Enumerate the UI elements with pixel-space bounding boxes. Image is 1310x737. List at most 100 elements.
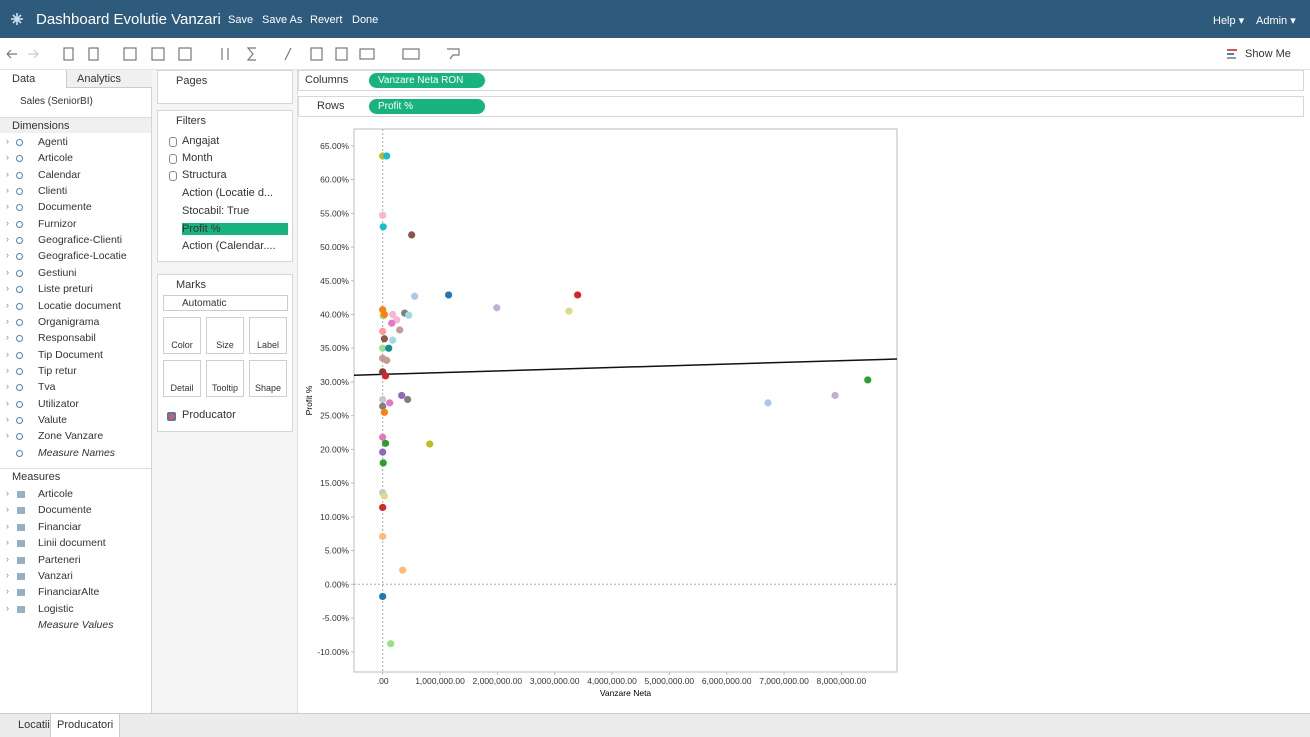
dim-icon bbox=[16, 416, 23, 424]
expand-arrow: › bbox=[6, 553, 9, 564]
filter-pill[interactable]: Angajat bbox=[182, 135, 220, 147]
dimension[interactable]: Agenti bbox=[38, 136, 68, 148]
measure-icon bbox=[17, 556, 25, 564]
point bbox=[405, 311, 413, 319]
measure[interactable]: Vanzari bbox=[38, 570, 73, 582]
point bbox=[386, 399, 394, 407]
dimension[interactable]: Calendar bbox=[38, 168, 81, 181]
header-action[interactable]: Done bbox=[352, 14, 379, 26]
dimension[interactable]: Organigrama bbox=[38, 315, 100, 328]
filters-card: Filters Angajat Month Structura Action (Loca… bbox=[157, 110, 293, 262]
dimension[interactable]: Measure Names bbox=[38, 446, 116, 459]
shelf-pill[interactable]: Profit % bbox=[369, 99, 485, 114]
show-me[interactable]: Show Me bbox=[1245, 48, 1291, 60]
filter-pill[interactable]: Stocabil: True bbox=[182, 205, 250, 217]
expand-arrow: › bbox=[6, 217, 9, 228]
dimension[interactable]: Responsabil bbox=[38, 332, 96, 345]
dim-icon bbox=[16, 204, 23, 212]
measure-icon bbox=[17, 589, 25, 597]
measure-icon bbox=[17, 605, 25, 613]
dimension[interactable]: Valute bbox=[38, 413, 67, 426]
measure[interactable]: FinanciarAlte bbox=[38, 586, 100, 599]
db-icon bbox=[169, 137, 177, 147]
filter-pill[interactable]: Action (Calendar.... bbox=[182, 240, 276, 252]
measure-icon bbox=[17, 523, 25, 531]
data-source[interactable]: Sales (SeniorBI) bbox=[20, 96, 93, 107]
dimension[interactable]: Locatie document bbox=[38, 299, 121, 312]
mark-button[interactable]: Color bbox=[163, 317, 201, 354]
measure[interactable]: Logistic bbox=[38, 602, 74, 615]
measure[interactable]: Financiar bbox=[38, 520, 82, 533]
measure[interactable]: Articole bbox=[38, 488, 74, 500]
expand-arrow: › bbox=[6, 283, 9, 294]
expand-arrow: › bbox=[6, 397, 9, 408]
dimension[interactable]: Articole bbox=[38, 152, 74, 165]
marks-card: Marks Automatic Color Size Label Detail Toolti… bbox=[157, 274, 293, 432]
dim-icon bbox=[16, 171, 23, 179]
columns-shelf: Columns Vanzare Neta RON bbox=[298, 70, 1304, 91]
expand-arrow: › bbox=[6, 185, 9, 196]
tab-analytics[interactable]: Analytics bbox=[66, 70, 152, 88]
mark-button[interactable]: Size bbox=[206, 317, 244, 354]
point bbox=[383, 152, 391, 160]
color-dots bbox=[167, 412, 176, 421]
dimension[interactable]: Geografice-Clienti bbox=[38, 234, 123, 247]
dim-icon bbox=[16, 286, 23, 294]
filter-pill[interactable]: Structura bbox=[182, 169, 227, 181]
x-tick-label: 2,000,000.00 bbox=[473, 676, 523, 686]
y-axis-title: Profit % bbox=[304, 385, 314, 415]
expand-arrow: › bbox=[6, 250, 9, 261]
header-action[interactable]: Save bbox=[228, 14, 254, 26]
point bbox=[383, 356, 391, 364]
filter-pill[interactable]: Month bbox=[182, 152, 213, 164]
dimension[interactable]: Furnizor bbox=[38, 217, 77, 230]
expand-arrow: › bbox=[6, 234, 9, 245]
dim-icon bbox=[16, 433, 23, 441]
filter-pill[interactable]: Action (Locatie d... bbox=[182, 187, 274, 199]
mark-button[interactable]: Tooltip bbox=[206, 360, 244, 397]
measure[interactable]: Measure Values bbox=[38, 619, 114, 632]
point bbox=[445, 291, 453, 299]
y-tick-label: 65.00% bbox=[320, 141, 349, 151]
plot-area bbox=[353, 128, 898, 673]
mark-type[interactable]: Automatic bbox=[163, 295, 288, 311]
point bbox=[379, 395, 387, 404]
mark-pill[interactable]: Producator bbox=[182, 409, 236, 421]
dimension[interactable]: Documente bbox=[38, 201, 92, 214]
x-tick-label: 7,000,000.00 bbox=[759, 676, 809, 686]
mark-button[interactable]: Label bbox=[249, 317, 287, 354]
point bbox=[385, 344, 393, 352]
measure-icon bbox=[17, 507, 25, 515]
header-action[interactable]: Save As bbox=[262, 14, 303, 26]
filter-pill[interactable]: Profit % bbox=[182, 223, 288, 235]
dimension[interactable]: Clienti bbox=[38, 185, 68, 198]
dimension[interactable]: Tip retur bbox=[38, 364, 77, 377]
expand-arrow: › bbox=[6, 266, 9, 277]
mark-button[interactable]: Shape bbox=[249, 360, 287, 397]
dimension[interactable]: Geografice-Locatie bbox=[38, 250, 127, 263]
point bbox=[381, 439, 390, 447]
measure[interactable]: Parteneri bbox=[38, 553, 81, 566]
sheet-tab[interactable]: Locatii bbox=[18, 719, 50, 731]
dimension[interactable]: Tva bbox=[38, 381, 56, 394]
dimension[interactable]: Utilizator bbox=[38, 397, 79, 410]
dimension[interactable]: Liste preturi bbox=[38, 283, 93, 296]
header-menu[interactable]: Help ▾ bbox=[1213, 15, 1245, 27]
card-title: Pages bbox=[176, 75, 208, 87]
measure-icon bbox=[17, 622, 25, 630]
header-action[interactable]: Revert bbox=[310, 14, 343, 26]
tab-data[interactable]: Data bbox=[0, 70, 66, 88]
dimension[interactable]: Zone Vanzare bbox=[38, 430, 104, 443]
dim-icon bbox=[16, 302, 23, 310]
y-tick-label: 55.00% bbox=[320, 208, 349, 218]
mark-button[interactable]: Detail bbox=[163, 360, 201, 397]
x-tick-label: 8,000,000.00 bbox=[817, 676, 867, 686]
dim-icon bbox=[16, 351, 23, 359]
measure[interactable]: Documente bbox=[38, 504, 92, 517]
dimension[interactable]: Tip Document bbox=[38, 348, 103, 361]
header-menu[interactable]: Admin ▾ bbox=[1256, 15, 1296, 27]
dimension[interactable]: Gestiuni bbox=[38, 266, 77, 279]
shelf-pill[interactable]: Vanzare Neta RON bbox=[369, 73, 485, 88]
sheet-tab-active[interactable]: Producatori bbox=[50, 714, 121, 737]
measure[interactable]: Linii document bbox=[38, 537, 106, 550]
